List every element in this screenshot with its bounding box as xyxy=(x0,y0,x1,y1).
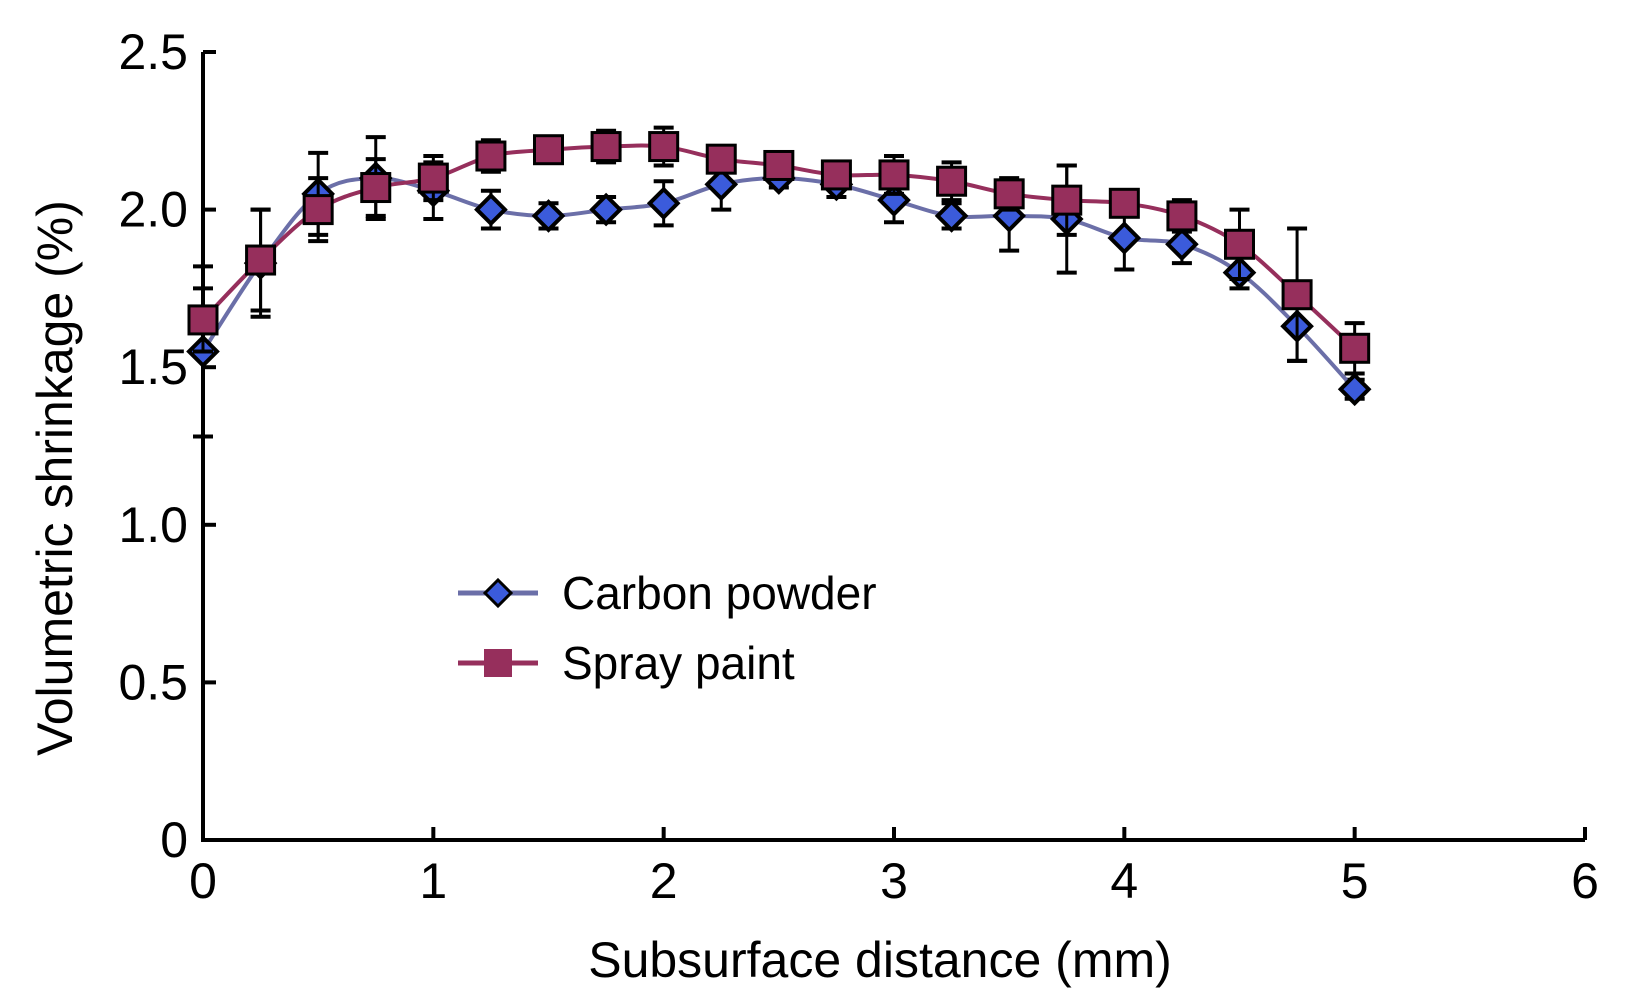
data-point xyxy=(1108,187,1140,219)
data-point xyxy=(704,167,739,202)
legend-label: Spray paint xyxy=(562,637,795,689)
y-tick-label: 1.5 xyxy=(118,339,188,395)
data-point xyxy=(878,159,910,191)
legend-item-spray-paint: Spray paint xyxy=(458,637,795,689)
y-tick-label: 2.0 xyxy=(118,182,188,238)
x-axis-title: Subsurface distance (mm) xyxy=(588,932,1172,988)
data-point xyxy=(417,162,449,194)
x-tick-label: 1 xyxy=(419,853,447,909)
data-point xyxy=(245,244,277,276)
data-point xyxy=(187,304,219,336)
legend: Carbon powder Spray paint xyxy=(458,567,877,689)
data-point xyxy=(936,165,968,197)
x-tick-label: 0 xyxy=(189,853,217,909)
x-tick-label: 6 xyxy=(1571,853,1599,909)
data-point xyxy=(934,199,969,233)
series-spray-paint xyxy=(187,125,1371,376)
data-point xyxy=(763,149,795,181)
x-tick-label: 4 xyxy=(1110,853,1138,909)
data-point xyxy=(1339,332,1371,364)
series-layer xyxy=(186,125,1372,439)
data-point xyxy=(646,186,681,221)
data-point xyxy=(531,199,566,233)
data-point xyxy=(1281,279,1313,311)
y-tick-label: 2.5 xyxy=(118,24,188,80)
x-tick-label: 2 xyxy=(650,853,678,909)
data-point xyxy=(590,131,622,163)
data-point xyxy=(474,192,508,227)
data-point xyxy=(705,143,737,175)
data-point xyxy=(1337,372,1372,407)
x-tick-label: 3 xyxy=(880,853,908,909)
data-point xyxy=(475,140,507,172)
legend-label: Carbon powder xyxy=(562,567,877,619)
data-point xyxy=(648,131,680,163)
data-point xyxy=(1166,200,1198,232)
legend-marker xyxy=(484,649,512,677)
data-point xyxy=(589,192,623,227)
data-point xyxy=(360,172,392,204)
legend-marker xyxy=(482,577,514,609)
data-point xyxy=(993,178,1025,210)
data-point xyxy=(820,159,852,191)
data-point xyxy=(1107,221,1142,255)
y-tick-label: 0.5 xyxy=(118,654,188,710)
data-point xyxy=(1051,184,1083,216)
data-point xyxy=(302,194,334,226)
data-point xyxy=(1224,228,1255,260)
data-point xyxy=(533,134,564,166)
axes: 0 1 2 3 4 5 6 0 0.5 1.0 1.5 2.0 2.5 xyxy=(118,24,1598,909)
y-tick-label: 1.0 xyxy=(118,497,188,553)
y-axis-title: Volumetric shrinkage (%) xyxy=(27,200,83,756)
data-point xyxy=(1165,227,1199,262)
x-tick-label: 5 xyxy=(1341,853,1369,909)
y-tick-label: 0 xyxy=(160,812,188,868)
legend-item-carbon-powder: Carbon powder xyxy=(458,567,877,619)
